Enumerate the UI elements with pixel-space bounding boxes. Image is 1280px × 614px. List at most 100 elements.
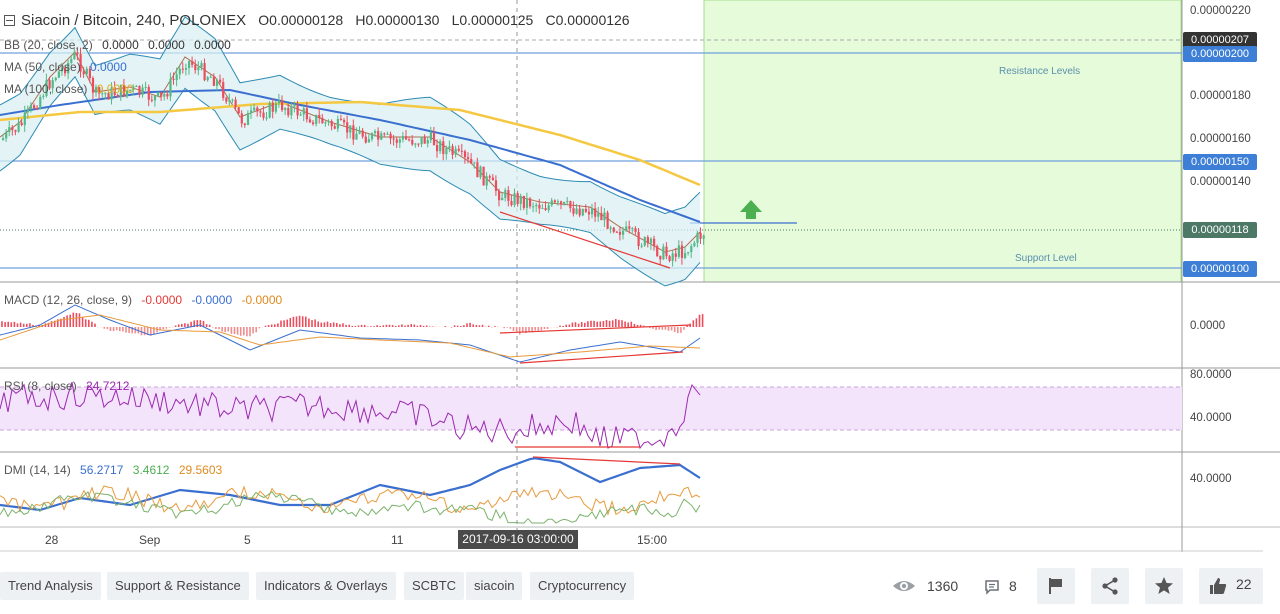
candle-body bbox=[370, 133, 374, 140]
candle-body bbox=[73, 52, 76, 59]
tag-trend-analysis[interactable]: Trend Analysis bbox=[0, 572, 101, 600]
candle-body bbox=[470, 159, 473, 164]
macd-legend-label: MACD (12, 26, close, 9) bbox=[4, 293, 133, 307]
candle-body bbox=[17, 122, 20, 132]
comment-icon[interactable] bbox=[984, 579, 1000, 595]
candle-body bbox=[622, 230, 625, 235]
tag-indicators-overlays[interactable]: Indicators & Overlays bbox=[256, 572, 396, 600]
tag-siacoin[interactable]: siacoin bbox=[466, 572, 523, 600]
tag-cryptocurrency[interactable]: Cryptocurrency bbox=[530, 572, 635, 600]
candle-body bbox=[268, 102, 271, 118]
candle-body bbox=[2, 138, 5, 140]
dmi-value: 56.2717 bbox=[80, 463, 124, 477]
collapse-icon[interactable] bbox=[4, 15, 15, 26]
eye-icon bbox=[893, 581, 915, 591]
ma100-legend[interactable]: MA (100, close) 0.0000 bbox=[4, 82, 139, 96]
rsi-tick: 80.0000 bbox=[1190, 369, 1232, 381]
candle-body bbox=[702, 235, 705, 239]
candle-body bbox=[194, 64, 197, 71]
comments-count[interactable]: 8 bbox=[1009, 578, 1017, 594]
candle-body bbox=[535, 204, 538, 207]
report-button[interactable] bbox=[1037, 568, 1075, 604]
macd-value: -0.0000 bbox=[141, 293, 183, 307]
macd-pane bbox=[0, 304, 704, 363]
candle-body bbox=[234, 99, 237, 108]
chart-area[interactable]: Siacoin / Bitcoin, 240, POLONIEX O0.0000… bbox=[0, 0, 1280, 552]
candle-body bbox=[553, 200, 556, 203]
candle-body bbox=[101, 93, 104, 95]
candle-body bbox=[451, 146, 454, 155]
candle-body bbox=[374, 131, 377, 134]
candle-body bbox=[98, 87, 101, 94]
macd-value: -0.0000 bbox=[241, 293, 283, 307]
candle-body bbox=[504, 190, 507, 198]
open-value: O0.00000128 bbox=[258, 12, 344, 28]
candle-body bbox=[389, 133, 392, 139]
tag-scbtc[interactable]: SCBTC bbox=[404, 572, 465, 600]
candle-body bbox=[231, 99, 234, 101]
candle-body bbox=[429, 132, 432, 140]
ma50-legend[interactable]: MA (50, close) 0.0000 bbox=[4, 60, 133, 74]
candle-body bbox=[203, 63, 206, 81]
price-tick: 0.00000220 bbox=[1190, 5, 1251, 17]
likes-count: 22 bbox=[1236, 576, 1252, 592]
candle-body bbox=[240, 113, 243, 124]
candle-body bbox=[219, 79, 222, 83]
macd-legend[interactable]: MACD (12, 26, close, 9) -0.0000 -0.0000 … bbox=[4, 293, 288, 307]
adx-line bbox=[0, 457, 701, 512]
candle-body bbox=[383, 133, 386, 135]
bollinger-band-fill bbox=[0, 17, 700, 286]
candle-body bbox=[677, 245, 680, 257]
candle-body bbox=[166, 93, 169, 97]
tag-support-resistance[interactable]: Support & Resistance bbox=[107, 572, 249, 600]
candle-body bbox=[563, 202, 566, 205]
rsi-tick: 40.0000 bbox=[1190, 412, 1232, 424]
bb-value: 0.0000 bbox=[102, 38, 139, 52]
dmi-legend[interactable]: DMI (14, 14) 56.2717 3.4612 29.5603 bbox=[4, 463, 228, 477]
candle-body bbox=[538, 204, 541, 209]
like-button[interactable]: 22 bbox=[1199, 568, 1263, 604]
candle-body bbox=[336, 119, 339, 129]
candle-body bbox=[324, 122, 327, 124]
candle-body bbox=[253, 107, 256, 111]
rsi-legend-label: RSI (8, close) bbox=[4, 379, 77, 393]
candle-body bbox=[690, 246, 693, 252]
candle-body bbox=[417, 143, 420, 145]
bb-legend[interactable]: BB (20, close, 2) 0.0000 0.0000 0.0000 bbox=[4, 38, 237, 52]
share-button[interactable] bbox=[1091, 568, 1129, 604]
candle-body bbox=[501, 197, 504, 201]
candle-body bbox=[513, 193, 516, 206]
favorite-button[interactable] bbox=[1145, 568, 1183, 604]
candle-body bbox=[550, 200, 553, 206]
candle-body bbox=[113, 87, 116, 95]
candle-body bbox=[398, 139, 401, 143]
candle-body bbox=[680, 245, 684, 258]
candle-body bbox=[510, 201, 513, 206]
candle-body bbox=[448, 146, 451, 149]
candle-body bbox=[603, 212, 606, 221]
candle-body bbox=[296, 104, 299, 116]
chart-header: Siacoin / Bitcoin, 240, POLONIEX O0.0000… bbox=[4, 12, 630, 29]
candle-body bbox=[522, 195, 525, 208]
price-label-last: 0.00000118 bbox=[1183, 222, 1257, 238]
candle-body bbox=[29, 105, 33, 109]
ma100-line bbox=[0, 100, 701, 187]
candle-body bbox=[222, 82, 225, 98]
candle-body bbox=[361, 130, 364, 137]
candle-body bbox=[432, 132, 436, 146]
chart-canvas[interactable] bbox=[0, 0, 1280, 552]
candle-body bbox=[640, 245, 643, 247]
candle-body bbox=[423, 136, 426, 144]
ma100-value: 0.0000 bbox=[96, 82, 134, 96]
candle-body bbox=[315, 114, 318, 124]
ma50-line bbox=[0, 88, 701, 223]
price-divergence-line bbox=[499, 211, 671, 269]
rsi-legend[interactable]: RSI (8, close) 24.7212 bbox=[4, 379, 135, 393]
candle-body bbox=[172, 78, 175, 80]
candle-body bbox=[463, 151, 467, 158]
candle-body bbox=[45, 80, 48, 96]
candle-body bbox=[488, 176, 491, 178]
candle-body bbox=[36, 108, 39, 110]
candle-body bbox=[600, 213, 603, 221]
candle-body bbox=[643, 237, 646, 246]
